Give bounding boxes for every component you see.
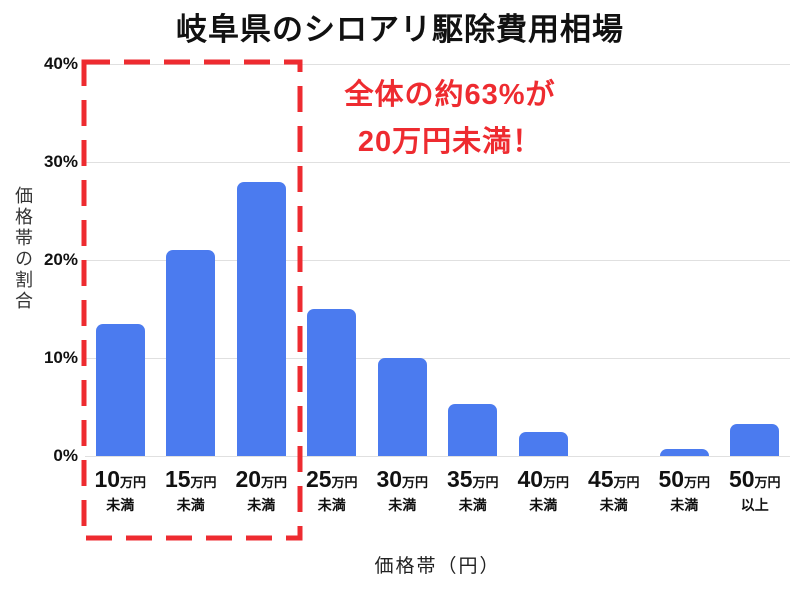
- y-tick-label: 0%: [53, 446, 78, 465]
- x-tick-label-30万円未満: 30万円 未満: [376, 466, 429, 513]
- annotation-line-2: 20万円未満！: [357, 126, 543, 158]
- x-tick-label-15万円未満: 15万円 未満: [164, 466, 217, 513]
- y-tick-label: 30%: [43, 152, 78, 171]
- y-tick-label: 10%: [43, 348, 78, 367]
- gridline-10%: [85, 358, 790, 359]
- annotation-text: 全体の約63%が 20万円未満！: [302, 72, 598, 166]
- x-tick-label-40万円未満: 40万円 未満: [517, 466, 570, 513]
- annotation-line-1: 全体の約63%が: [344, 79, 556, 111]
- y-tick-label: 40%: [43, 54, 78, 73]
- x-axis-title: 価格帯（円）: [374, 556, 501, 577]
- bar-50万円未満: [659, 449, 709, 456]
- x-tick-label-35万円未満: 35万円 未満: [446, 466, 499, 513]
- chart-title: 岐阜県のシロアリ駆除費用相場: [176, 12, 624, 47]
- bar-25万円未満: [307, 309, 357, 456]
- gridline-30%: [85, 162, 790, 163]
- bar-40万円未満: [518, 431, 568, 456]
- x-tick-label-10万円未満: 10万円 未満: [94, 466, 147, 513]
- x-tick-label-20万円未満: 20万円 未満: [235, 466, 288, 513]
- x-tick-label-45万円未満: 45万円 未満: [587, 466, 640, 513]
- bar-20万円未満: [236, 181, 286, 456]
- y-axis-title: 価格帯の割合: [13, 186, 33, 312]
- bar-50万円以上: [730, 423, 780, 456]
- bar-35万円未満: [448, 404, 498, 456]
- gridline-20%: [85, 260, 790, 261]
- y-tick-label: 20%: [43, 250, 78, 269]
- gridline-40%: [85, 64, 790, 65]
- x-tick-label-50万円未満: 50万円 未満: [658, 466, 711, 513]
- bar-10万円未満: [95, 323, 145, 456]
- x-tick-label-25万円未満: 25万円 未満: [305, 466, 358, 513]
- bar-15万円未満: [166, 250, 216, 456]
- x-tick-label-50万円以上: 50万円 以上: [728, 466, 781, 513]
- gridline-0%: [85, 456, 790, 457]
- bar-30万円未満: [377, 358, 427, 456]
